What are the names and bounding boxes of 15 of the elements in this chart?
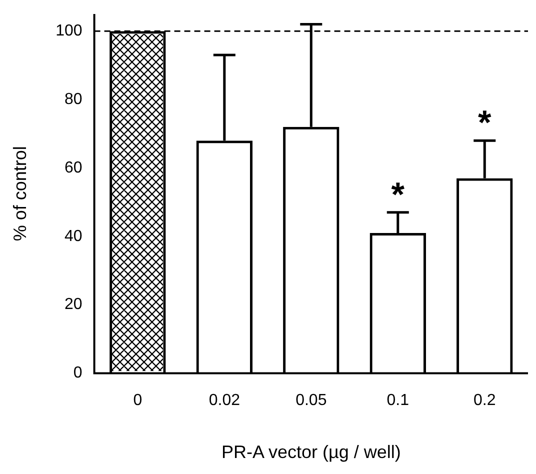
y-tick-label: 80 (64, 90, 82, 108)
x-tick-label: 0.02 (208, 392, 240, 410)
annotation: * (391, 176, 406, 214)
y-tick-label: 0 (73, 364, 82, 382)
x-tick-label: 0 (133, 392, 142, 410)
y-tick-label: 100 (56, 22, 82, 40)
y-tick-label: 20 (64, 296, 82, 314)
y-axis-title: % of control (10, 146, 30, 242)
x-tick-label: 0.2 (474, 392, 496, 410)
x-tick-label: 0.05 (296, 392, 327, 410)
y-tick-label: 40 (64, 228, 82, 245)
x-tick-label: 0.1 (386, 392, 410, 410)
x-axis-title: PR-A vector (µg / well) (221, 442, 401, 462)
annotation: * (478, 104, 492, 142)
y-tick-label: 60 (64, 159, 82, 176)
